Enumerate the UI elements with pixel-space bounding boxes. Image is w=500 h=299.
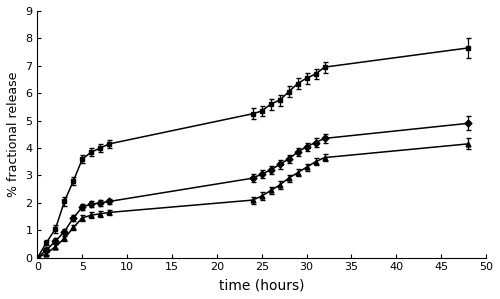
Y-axis label: % fractional release: % fractional release bbox=[7, 71, 20, 197]
X-axis label: time (hours): time (hours) bbox=[219, 278, 304, 292]
